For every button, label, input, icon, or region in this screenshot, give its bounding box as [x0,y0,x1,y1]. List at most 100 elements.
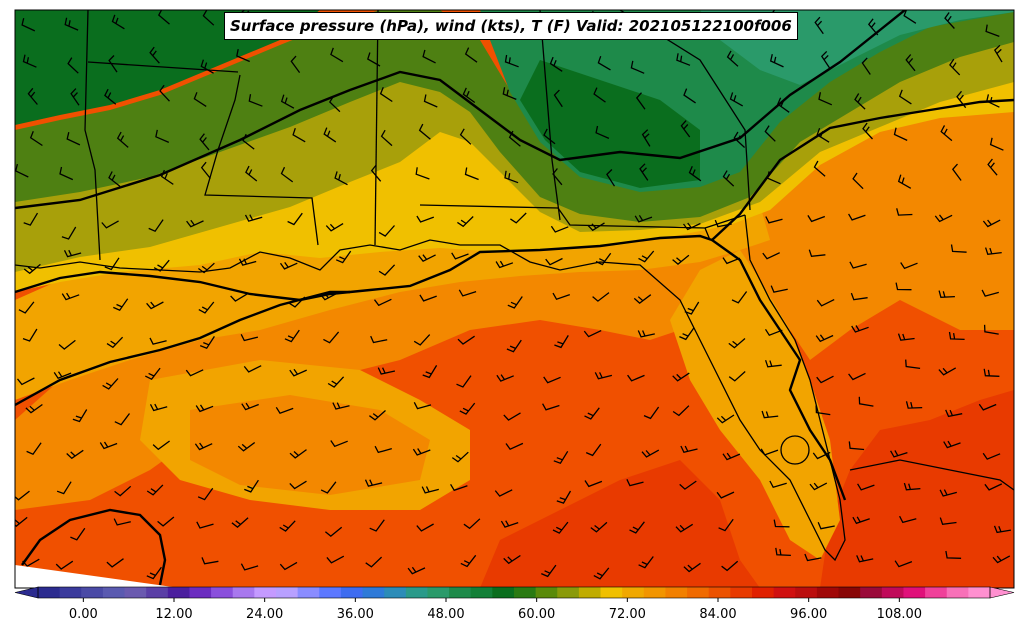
lake-okeechobee [780,435,810,465]
wind-barb [762,252,780,260]
wind-barb [27,87,38,105]
wind-barb [370,335,388,344]
wind-barb [679,480,697,490]
wind-barb [817,522,835,530]
wind-barb [202,10,215,26]
wind-barb [413,334,431,346]
wind-barb [244,479,259,493]
wind-barb [552,292,571,300]
wind-barb [683,562,701,573]
colorbar-tick-label: 96.00 [790,607,827,622]
wind-barb [104,88,117,105]
wind-barb [816,375,834,384]
wind-barb [29,131,43,147]
wind-barb [985,24,1000,38]
colorbar-tick-label: 60.00 [518,607,555,622]
wind-barb [813,160,826,177]
wind-barb [415,167,430,180]
wind-barb [992,555,1011,564]
wind-barb [22,328,38,342]
isobar-central [15,98,1014,302]
colorbar [14,586,1015,599]
wind-barb [332,402,350,410]
colorbar-swatch [578,587,602,598]
isobars [15,10,1014,586]
wind-barb [413,402,432,410]
colorbar-swatch [708,587,731,598]
wind-barb [939,517,957,526]
colorbar-swatch [427,587,450,598]
wind-barb [145,367,161,381]
wind-barb [146,301,164,310]
colorbar-swatch [665,587,688,598]
state-border-ms-al [374,10,379,246]
wind-barb [106,336,124,349]
wind-barb [279,561,298,571]
wind-barb [240,563,259,571]
wind-barb [858,396,874,407]
wind-barb [905,54,916,72]
wind-barb [989,137,1004,151]
wind-barb [815,334,834,343]
wind-barb [201,557,219,565]
wind-barb [993,525,1012,534]
colorbar-swatch [795,587,818,598]
colorbar-swatch [81,587,104,598]
wind-barb [554,335,569,349]
wind-barb [67,57,79,74]
wind-barb [325,223,344,232]
wind-barb [457,335,475,345]
wind-barb [462,87,476,104]
wind-barb [149,403,168,412]
wind-barb [241,402,259,411]
wind-barb [16,377,35,386]
colorbar-swatch [860,587,883,598]
wind-barb [641,449,660,458]
colorbar-swatch [946,587,969,598]
wind-barb [550,225,569,233]
wind-barb [680,445,698,454]
wind-barb [812,451,831,460]
wind-barb [369,519,385,532]
wind-barb [185,369,204,377]
wind-barb [238,258,257,266]
wind-barb [421,486,439,494]
wind-barb [15,490,30,501]
wind-barb [951,163,962,181]
wind-barb [983,368,1000,377]
wind-barb [587,222,605,232]
wind-barb [944,12,955,29]
wind-barb [244,214,263,222]
wind-barb [585,443,602,457]
state-border-al-ga [539,10,561,221]
isobar-florida [711,239,847,501]
wind-barb [367,52,381,67]
wind-barb [195,404,214,413]
wind-barb [193,92,207,107]
wind-barb [948,331,965,341]
colorbar-tick-label: 36.00 [337,607,374,622]
wind-barb [149,337,167,345]
wind-barb [503,554,521,565]
colorbar-tick-label: 24.00 [246,607,283,622]
state-border-ar-la [87,61,239,73]
wind-barb [15,163,29,178]
wind-barb [862,122,873,140]
wind-barb [584,407,600,420]
wind-barb [248,94,263,107]
wind-barb [328,95,341,113]
wind-barb [583,330,602,338]
wind-barb [451,451,469,463]
temp-field-coastal-north [15,205,770,400]
wind-barb [950,244,967,253]
wind-barb [364,479,383,487]
wind-barb [993,44,1003,63]
wind-barb [55,560,74,570]
wind-barb [733,131,746,148]
wind-barb [766,171,781,185]
wind-barb [407,566,426,575]
wind-barb [464,47,478,63]
wind-barb [66,449,84,460]
colorbar-extend-max [989,586,1015,599]
